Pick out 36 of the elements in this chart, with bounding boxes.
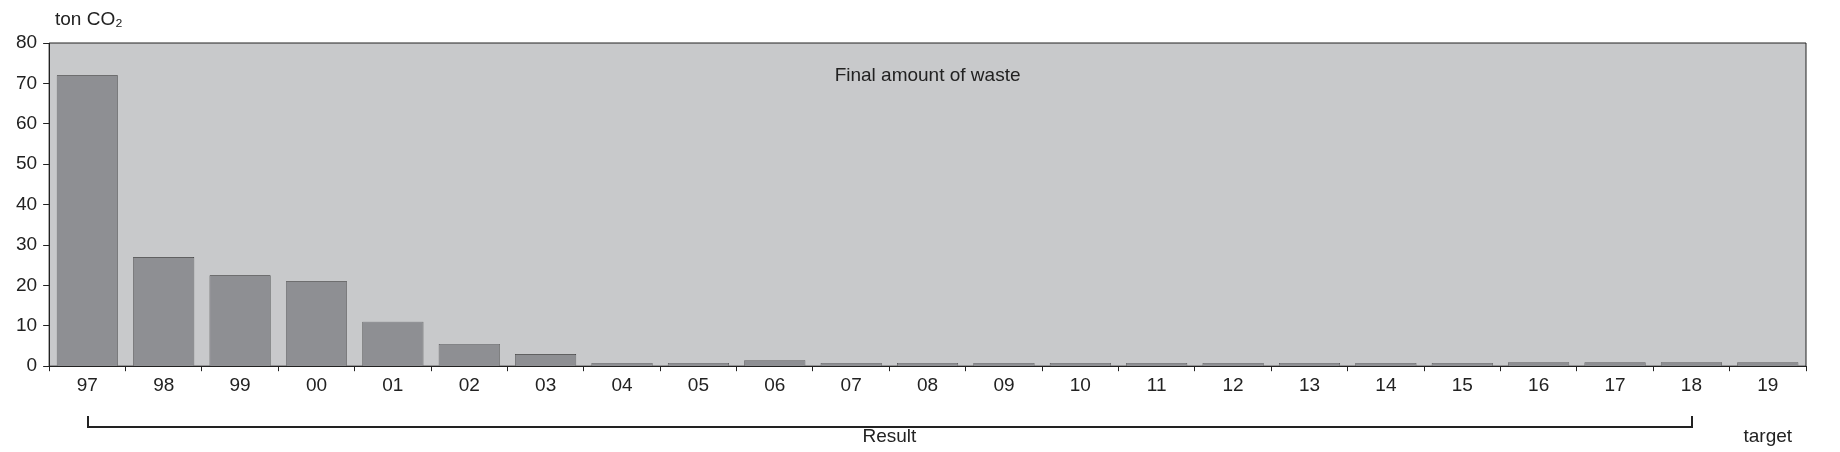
x-tick-label: 00: [305, 373, 328, 395]
y-tick-label: 80: [15, 31, 38, 53]
x-tick-label: 03: [535, 373, 557, 395]
y-tick-label: 30: [15, 233, 38, 255]
x-tick-label: 19: [1757, 373, 1779, 395]
y-tick-label: 70: [15, 71, 38, 93]
x-tick-label: 17: [1604, 373, 1626, 395]
x-tick-label: 08: [917, 373, 939, 395]
y-tick-label: 60: [15, 112, 38, 134]
x-tick-label: 05: [687, 373, 709, 395]
text: target: [1743, 425, 1793, 447]
y-axis-title: ton CO₂: [55, 8, 123, 30]
x-tick-label: 04: [611, 373, 634, 395]
x-tick-label: 11: [1146, 373, 1167, 395]
y-tick-label: 40: [15, 192, 38, 214]
x-tick-label: 10: [1069, 373, 1091, 395]
y-tick-label: 0: [26, 354, 38, 376]
text: Final amount of waste: [834, 64, 1021, 86]
y-tick-label: 20: [15, 273, 38, 295]
x-tick-label: 18: [1680, 373, 1702, 395]
x-tick-label: 13: [1298, 373, 1321, 395]
x-tick-label: 06: [764, 373, 786, 395]
x-tick-label: 98: [153, 373, 175, 395]
x-tick-label: 97: [76, 373, 98, 395]
x-tick-label: 02: [458, 373, 480, 395]
y-tick-label: 10: [15, 314, 38, 336]
x-tick-label: 01: [382, 373, 404, 395]
x-tick-label: 14: [1375, 373, 1397, 395]
text: Result: [862, 425, 918, 447]
x-tick-label: 15: [1451, 373, 1473, 395]
x-tick-label: 99: [229, 373, 251, 395]
x-tick-label: 16: [1528, 373, 1550, 395]
x-tick-label: 07: [840, 373, 862, 395]
x-tick-label: 09: [993, 373, 1015, 395]
y-tick-label: 50: [15, 152, 38, 174]
x-tick-label: 12: [1222, 373, 1244, 395]
